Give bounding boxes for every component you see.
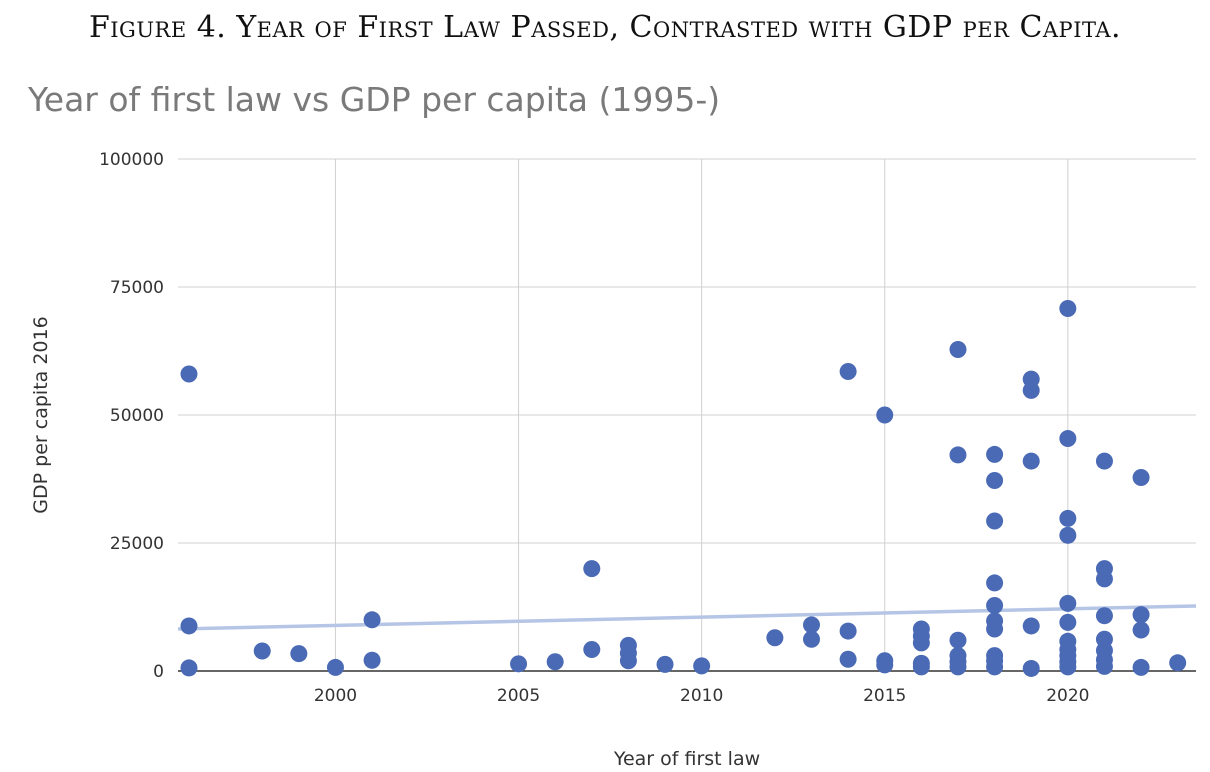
trendline [177,604,1197,631]
data-point [1059,526,1077,544]
data-point [1132,606,1150,624]
figure-caption: Figure 4. Year of First Law Passed, Cont… [88,10,1122,45]
data-point [839,622,857,640]
data-point [839,362,857,380]
data-point [290,645,308,663]
data-point [180,617,198,635]
data-point [253,642,271,660]
data-point [1059,430,1077,448]
data-point [546,653,564,671]
data-point [326,658,344,676]
y-tick-label: 0 [153,662,164,682]
data-point [1132,658,1150,676]
data-point [1132,468,1150,486]
data-point [912,634,930,652]
data-point [1022,617,1040,635]
data-point [1095,657,1113,675]
data-point [1169,654,1187,672]
data-point [949,658,967,676]
chart-title: Year of first law vs GDP per capita (199… [28,80,721,119]
data-point [803,630,821,648]
data-point [949,446,967,464]
data-point [1059,300,1077,318]
trendline-layer [177,604,1197,631]
data-point [1095,607,1113,625]
y-tick-label: 100000 [99,150,164,170]
data-point [693,657,711,675]
x-tick-label: 2015 [863,686,906,706]
x-axis-title: Year of first law [613,748,760,770]
data-points [180,300,1187,677]
data-point [1022,452,1040,470]
data-point [986,620,1004,638]
y-tick-label: 50000 [110,406,164,426]
data-point [1059,613,1077,631]
x-tick-label: 2010 [680,686,723,706]
data-point [986,472,1004,490]
data-point [1059,594,1077,612]
data-point [363,651,381,669]
data-point [986,658,1004,676]
x-tick-label: 2000 [314,686,357,706]
tick-labels: 0 25000 50000 75000 100000 2000 2005 2010 2015 20… [99,150,1089,706]
y-tick-label: 75000 [110,278,164,298]
data-point [949,340,967,358]
data-point [986,512,1004,530]
y-axis-title: GDP per capita 2016 [30,316,52,513]
data-point [876,406,894,424]
data-point [583,560,601,578]
data-point [1132,621,1150,639]
data-point [1095,570,1113,588]
data-point [180,659,198,677]
data-point [986,445,1004,463]
data-point [1022,381,1040,399]
data-point [1095,452,1113,470]
data-point [1059,509,1077,527]
data-point [839,650,857,668]
x-tick-label: 2020 [1046,686,1089,706]
data-point [583,640,601,658]
data-point [510,655,528,673]
data-point [986,596,1004,614]
data-point [1022,659,1040,677]
grid-lines [178,158,1196,672]
data-point [876,656,894,674]
data-point [949,631,967,649]
y-tick-label: 25000 [110,534,164,554]
data-point [912,658,930,676]
data-point [1059,658,1077,676]
x-tick-label: 2005 [497,686,540,706]
data-point [619,652,637,670]
data-point [986,574,1004,592]
data-point [766,629,784,647]
data-point [803,616,821,634]
data-point [180,365,198,383]
data-point [656,655,674,673]
data-point [363,611,381,629]
